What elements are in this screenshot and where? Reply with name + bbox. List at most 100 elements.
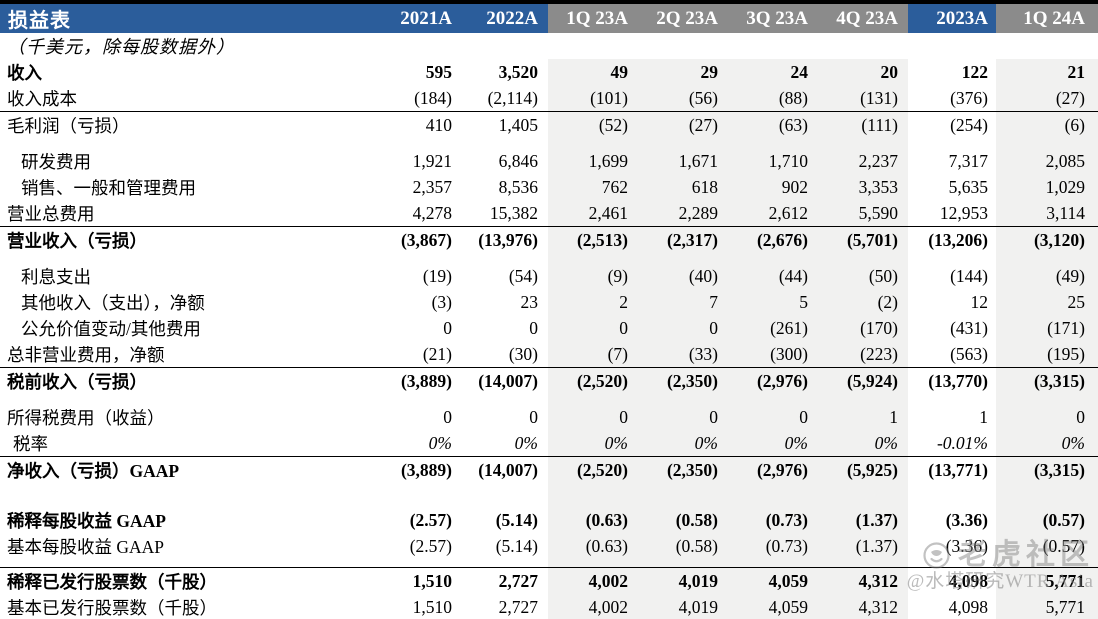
row-label: 销售、一般和管理费用: [21, 177, 196, 198]
cell-value: 2,289: [638, 200, 728, 227]
cell-value: (49): [996, 263, 1098, 289]
row-label: 研发费用: [21, 151, 91, 172]
spacer-cell: [548, 483, 638, 507]
spacer-cell: [548, 394, 638, 404]
spacer-row: [0, 138, 1098, 148]
spacer-cell: [996, 394, 1098, 404]
cell-value: 3,114: [996, 200, 1098, 227]
cell-value: -0.01%: [908, 430, 996, 457]
cell-value: 5,635: [948, 176, 988, 197]
cell-value: (27): [638, 111, 728, 138]
cell-value: 4,098: [948, 570, 988, 591]
row-label: 所得税费用（收益）: [7, 407, 165, 428]
cell-value: 0: [548, 315, 638, 341]
table-row: 所得税费用（收益） 0 0 0 0 0 1 1 0: [0, 404, 1098, 430]
table-row: 基本已发行股票数（千股） 1,510 2,727 4,002 4,019 4,059 4,3…: [0, 594, 1098, 619]
units-note: （千美元，除每股数据外）: [7, 37, 235, 57]
cell-value: 2,461: [548, 200, 638, 227]
row-label: 稀释每股收益 GAAP: [7, 510, 166, 531]
col-header: 2021A: [385, 2, 462, 33]
cell-value: (2,976): [728, 456, 818, 483]
spacer-cell: [385, 394, 462, 404]
spacer-cell: [638, 483, 728, 507]
spacer-cell: [908, 394, 996, 404]
table-row: 公允价值变动/其他费用 0 0 0 0 (261) (170) (431) (171): [0, 315, 1098, 341]
row-label: 总非营业费用，净额: [0, 341, 385, 368]
cell-value: 0%: [462, 430, 548, 457]
cell-value: 1: [818, 404, 908, 430]
cell-value: (111): [818, 111, 908, 138]
cell-value: (563): [908, 341, 996, 368]
cell-value: 4,098: [908, 594, 996, 619]
cell-value: (3.36): [945, 535, 988, 556]
table-row: 税率 0% 0% 0% 0% 0% 0% -0.01% 0%: [0, 430, 1098, 457]
cell-value: 4,059: [728, 567, 818, 594]
cell-value: 2,727: [498, 570, 538, 591]
cell-value: (2.57): [409, 535, 452, 556]
cell-value: (2,350): [638, 456, 728, 483]
cell-value: (0.58): [638, 507, 728, 533]
cell-value: 1,710: [728, 148, 818, 174]
cell-value: 8,536: [498, 176, 538, 197]
spacer-cell: [548, 559, 638, 568]
spacer-cell: [728, 253, 818, 263]
spacer-cell: [996, 253, 1098, 263]
cell-value: (2,676): [728, 226, 818, 253]
cell-value: (5,701): [818, 226, 908, 253]
cell-value: (3,120): [996, 226, 1098, 253]
spacer-cell: [728, 483, 818, 507]
cell-value: (2.57): [409, 509, 452, 530]
spacer-cell: [818, 253, 908, 263]
row-label: 利息支出: [21, 266, 91, 287]
cell-value: (7): [548, 341, 638, 368]
cell-value: (2,520): [548, 367, 638, 394]
cell-value: 5,771: [996, 594, 1098, 619]
col-header: 4Q 23A: [818, 2, 908, 33]
cell-value: (0.57): [996, 507, 1098, 533]
cell-value: 12,953: [908, 200, 996, 227]
cell-value: (5,924): [818, 367, 908, 394]
cell-value: (13,976): [478, 229, 538, 250]
cell-value: 4,312: [818, 567, 908, 594]
spacer-cell: [462, 253, 548, 263]
spacer-cell: [385, 138, 462, 148]
col-header: 2022A: [462, 2, 548, 33]
table-row: 净收入（亏损）GAAP (3,889) (14,007) (2,520) (2,350)…: [0, 456, 1098, 483]
spacer-cell: [548, 138, 638, 148]
table-row: 毛利润（亏损） 410 1,405 (52) (27) (63) (111) (254) (6): [0, 111, 1098, 138]
cell-value: (13,770): [928, 370, 988, 391]
cell-value: (171): [996, 315, 1098, 341]
cell-value: 29: [638, 59, 728, 85]
spacer-cell: [908, 253, 996, 263]
row-label: 基本每股收益 GAAP: [7, 536, 165, 557]
cell-value: (0.58): [638, 533, 728, 559]
spacer-cell: [548, 253, 638, 263]
cell-value: (3,315): [996, 456, 1098, 483]
cell-value: 15,382: [462, 200, 548, 227]
spacer-cell: [638, 559, 728, 568]
cell-value: 4,059: [728, 594, 818, 619]
cell-value: 3,520: [498, 61, 538, 82]
cell-value: (101): [548, 85, 638, 112]
spacer-cell: [908, 559, 996, 568]
spacer-cell: [462, 138, 548, 148]
cell-value: (223): [818, 341, 908, 368]
cell-value: (2,976): [728, 367, 818, 394]
cell-value: (88): [728, 85, 818, 112]
table-row: 税前收入（亏损） (3,889) (14,007) (2,520) (2,350) (2,…: [0, 367, 1098, 394]
spacer-cell: [996, 483, 1098, 507]
cell-value: (0.57): [996, 533, 1098, 559]
spacer-row: [0, 394, 1098, 404]
spacer-cell: [638, 138, 728, 148]
cell-value: 0: [443, 406, 452, 427]
table-row: 收入 595 3,520 49 29 24 20 122 21: [0, 59, 1098, 85]
spacer-cell: [908, 483, 996, 507]
table-row: 总非营业费用，净额 (21) (30) (7) (33) (300) (223) (563)(…: [0, 341, 1098, 368]
cell-value: 2,357: [412, 176, 452, 197]
spacer-cell: [908, 138, 996, 148]
row-label: 收入: [7, 62, 42, 83]
table-row: 收入成本 (184) (2,114) (101) (56) (88) (131) (376)(…: [0, 85, 1098, 112]
spacer-row: [0, 253, 1098, 263]
cell-value: 24: [728, 59, 818, 85]
